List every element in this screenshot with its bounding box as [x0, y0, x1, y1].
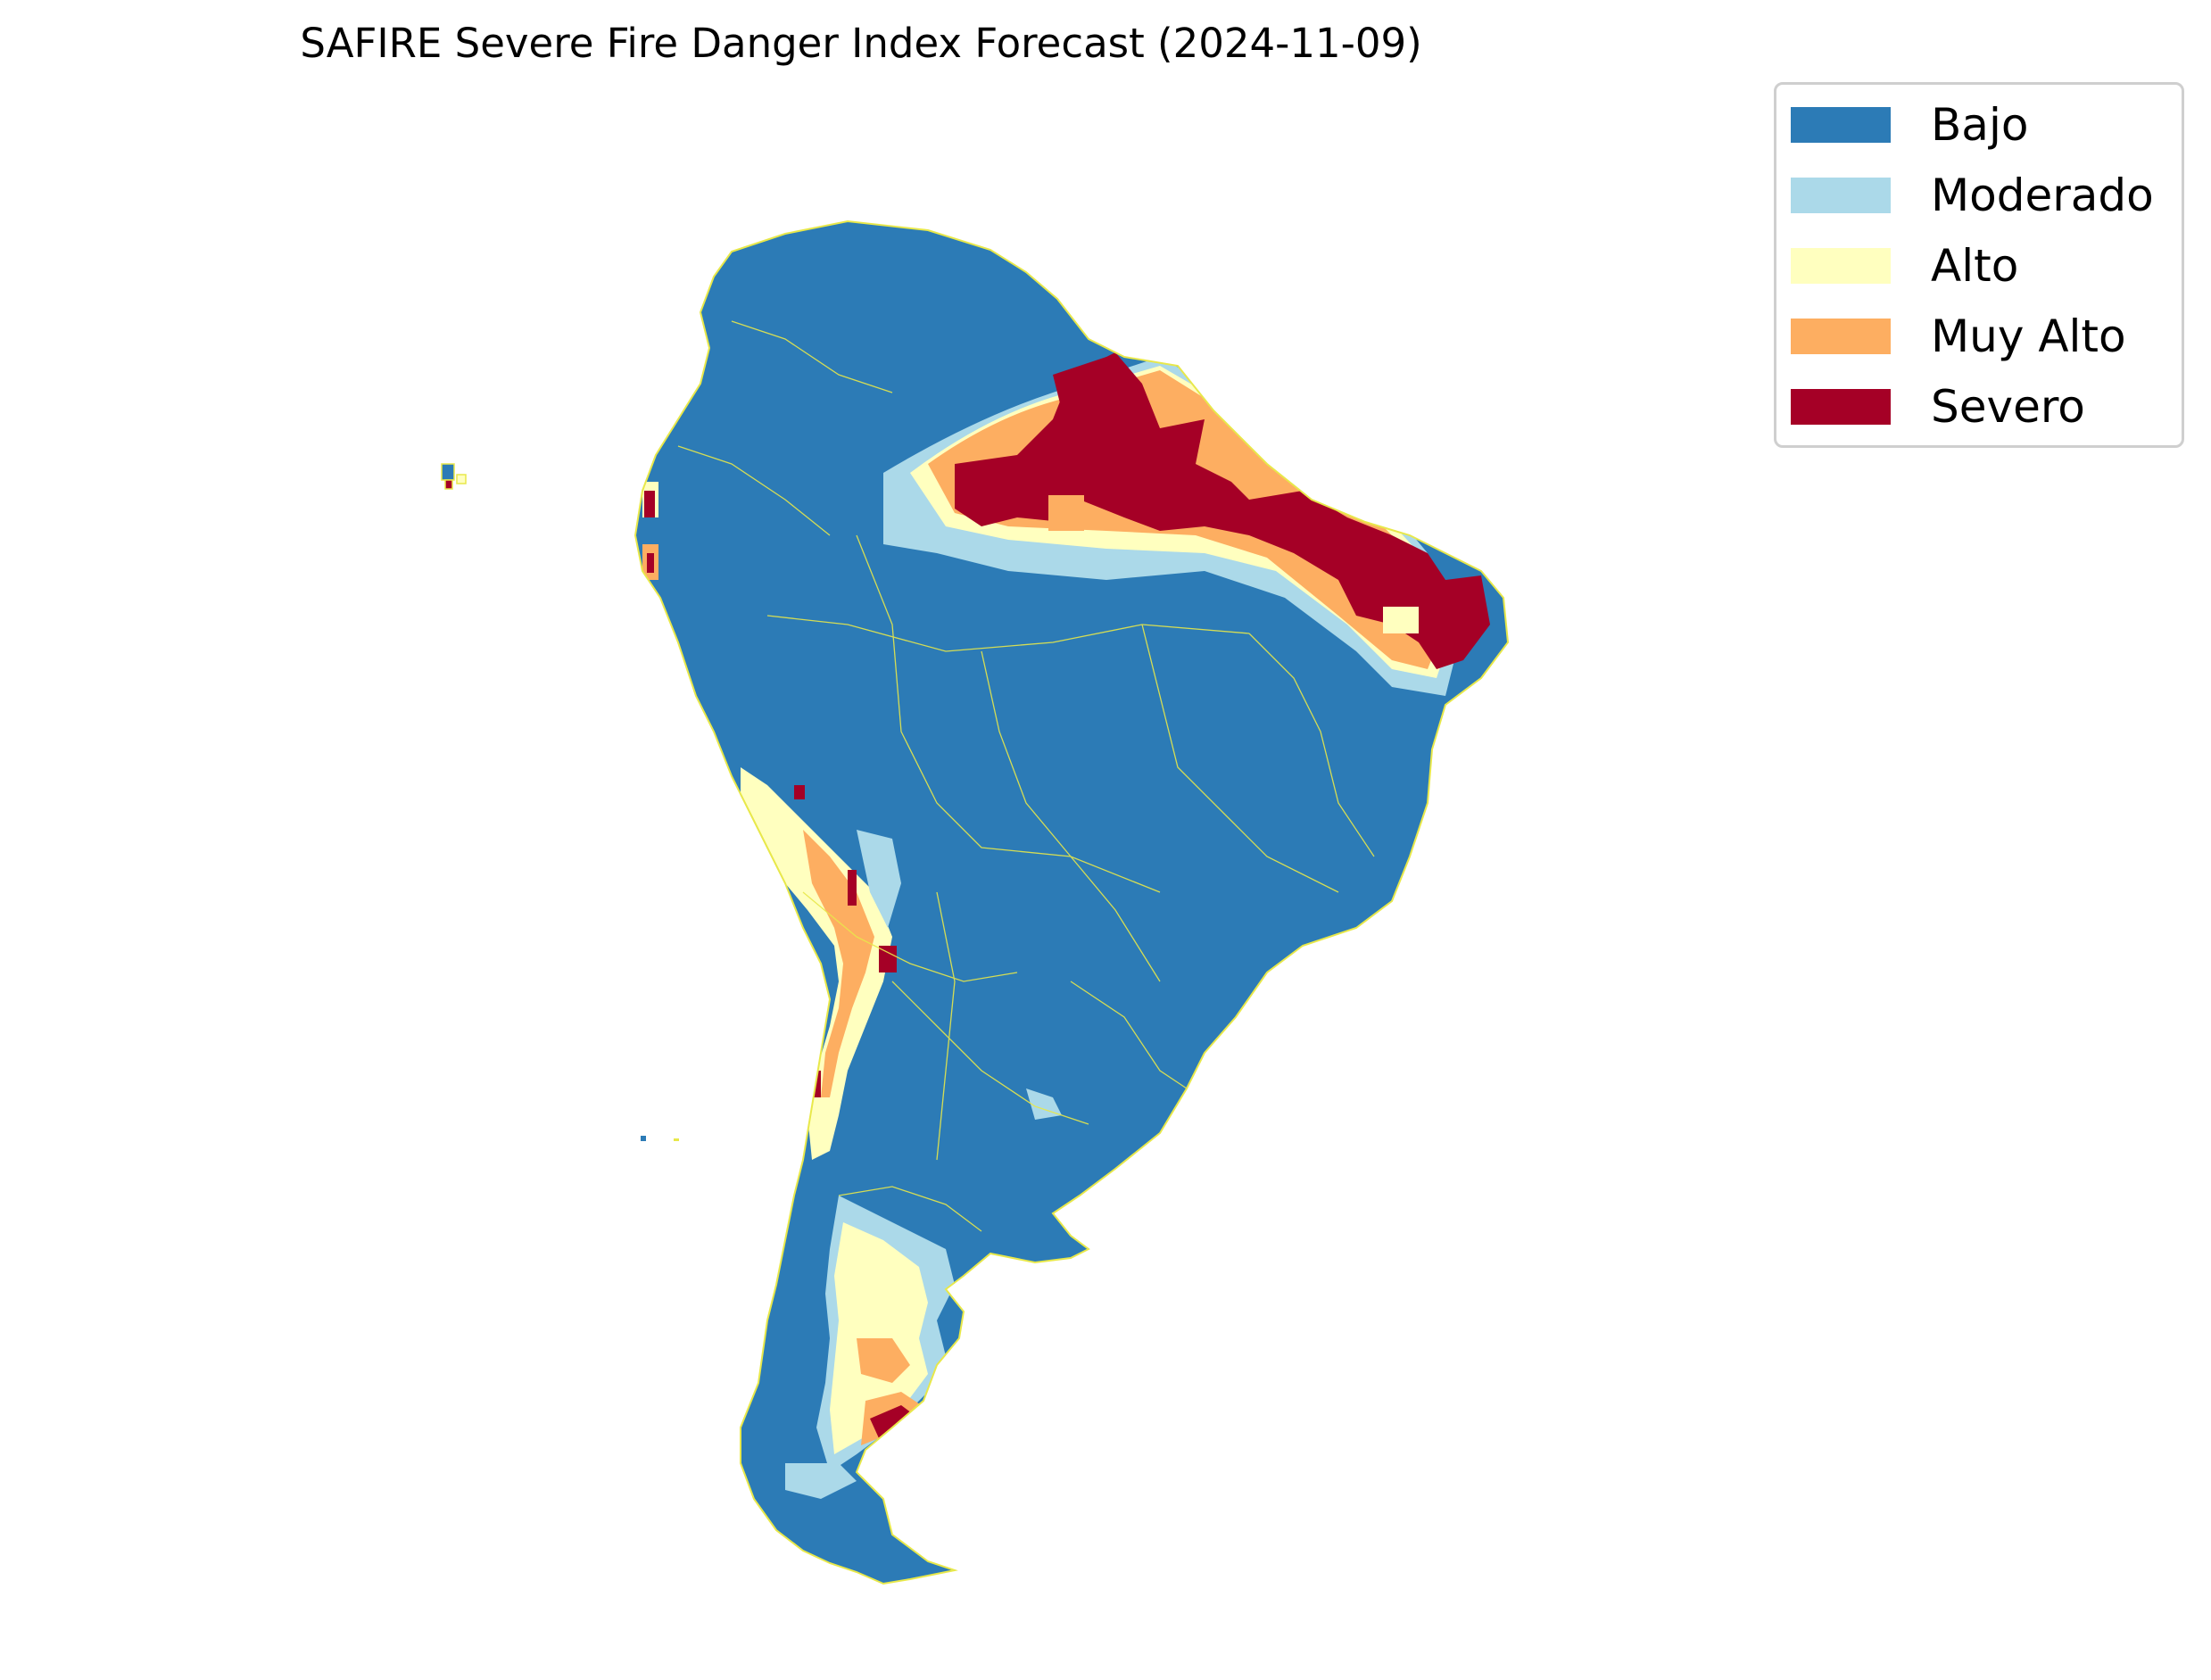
legend-swatch: [1791, 107, 1891, 143]
legend-item-moderado: Moderado: [1776, 169, 2182, 222]
legend-item-severo: Severo: [1776, 380, 2182, 434]
legend-label: Moderado: [1931, 170, 2154, 221]
legend: Bajo Moderado Alto Muy Alto Severo: [1774, 82, 2184, 448]
legend-label: Bajo: [1931, 99, 2029, 151]
legend-swatch: [1791, 178, 1891, 213]
legend-label: Alto: [1931, 240, 2019, 292]
legend-item-alto: Alto: [1776, 239, 2182, 293]
legend-swatch: [1791, 389, 1891, 425]
legend-swatch: [1791, 248, 1891, 284]
legend-item-muy-alto: Muy Alto: [1776, 310, 2182, 363]
legend-label: Muy Alto: [1931, 310, 2126, 362]
legend-swatch: [1791, 319, 1891, 354]
map-title: SAFIRE Severe Fire Danger Index Forecast…: [300, 20, 1422, 67]
legend-label: Severo: [1931, 381, 2085, 433]
fire-danger-map: [441, 220, 1509, 1585]
legend-item-bajo: Bajo: [1776, 98, 2182, 152]
galapagos-islands: [441, 463, 467, 490]
